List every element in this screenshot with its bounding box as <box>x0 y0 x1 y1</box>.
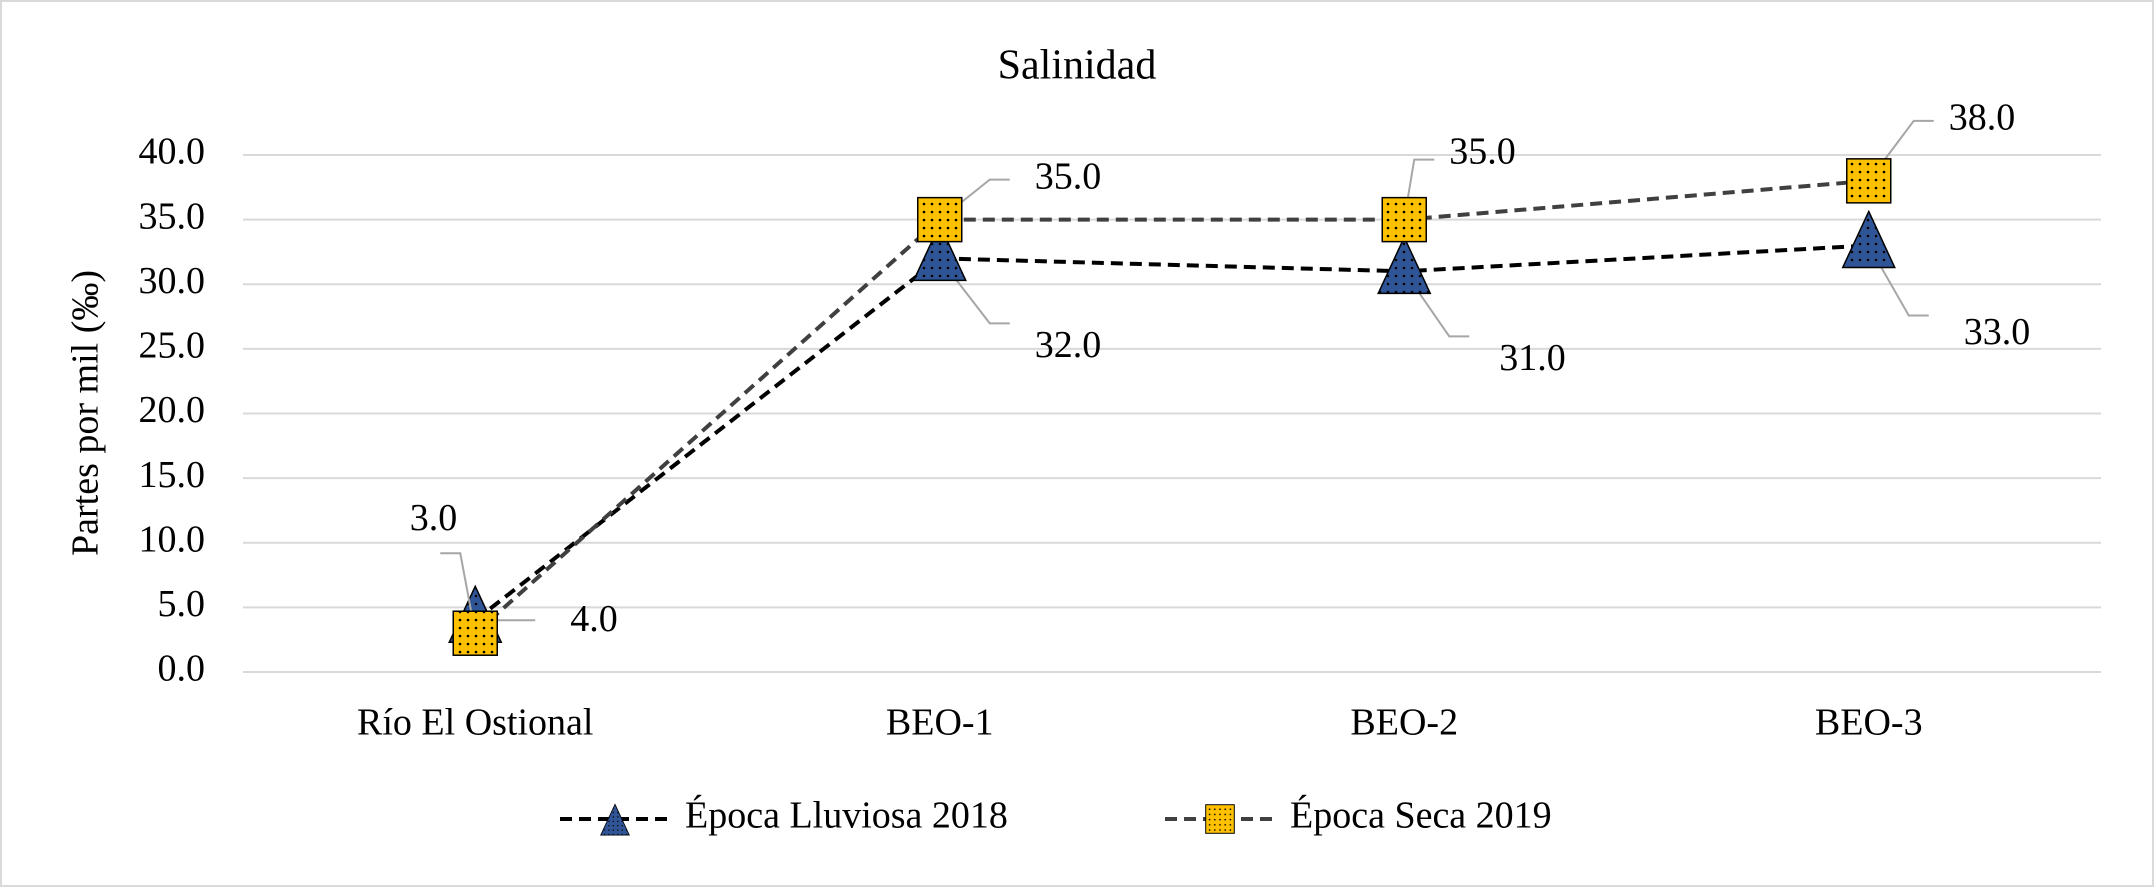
x-tick-label: BEO-2 <box>1350 702 1458 744</box>
y-tick-label: 25.0 <box>139 325 206 367</box>
y-tick-label: 20.0 <box>139 389 206 431</box>
y-tick-label: 30.0 <box>139 260 206 302</box>
data-point <box>1377 235 1432 295</box>
y-axis-label: Partes por mil (‰) <box>65 270 107 556</box>
leader-line <box>1867 244 1929 317</box>
data-label: 32.0 <box>1035 324 1102 366</box>
data-label: 4.0 <box>570 598 618 640</box>
chart-title: Salinidad <box>998 43 1157 89</box>
x-tick-label: BEO-1 <box>886 702 994 744</box>
data-label: 38.0 <box>1949 97 2016 139</box>
y-tick-label: 15.0 <box>139 454 206 496</box>
x-tick-label: BEO-3 <box>1815 702 1923 744</box>
data-point <box>1846 158 1892 204</box>
data-point <box>917 196 963 243</box>
data-point <box>452 610 498 656</box>
y-tick-label: 0.0 <box>158 648 206 690</box>
data-label: 3.0 <box>410 497 458 539</box>
x-tick-label: Río El Ostional <box>357 702 593 744</box>
legend-marker <box>600 803 630 836</box>
y-tick-label: 40.0 <box>139 131 206 173</box>
y-tick-label: 35.0 <box>139 195 206 237</box>
series-line <box>474 243 1869 622</box>
data-label: 33.0 <box>1964 311 2031 353</box>
legend-marker <box>1205 804 1235 834</box>
data-label: 35.0 <box>1035 155 1102 197</box>
data-point <box>1841 209 1896 269</box>
data-point <box>1381 196 1427 243</box>
y-tick-label: 5.0 <box>158 583 206 625</box>
data-label: 31.0 <box>1499 337 1566 379</box>
data-point <box>912 222 967 282</box>
data-label: 35.0 <box>1449 130 1516 172</box>
legend-label: Época Seca 2019 <box>1290 795 1552 837</box>
series-line <box>473 178 1869 635</box>
y-tick-label: 10.0 <box>139 518 206 560</box>
leader-line <box>440 552 477 634</box>
legend-label: Época Lluviosa 2018 <box>685 795 1008 837</box>
